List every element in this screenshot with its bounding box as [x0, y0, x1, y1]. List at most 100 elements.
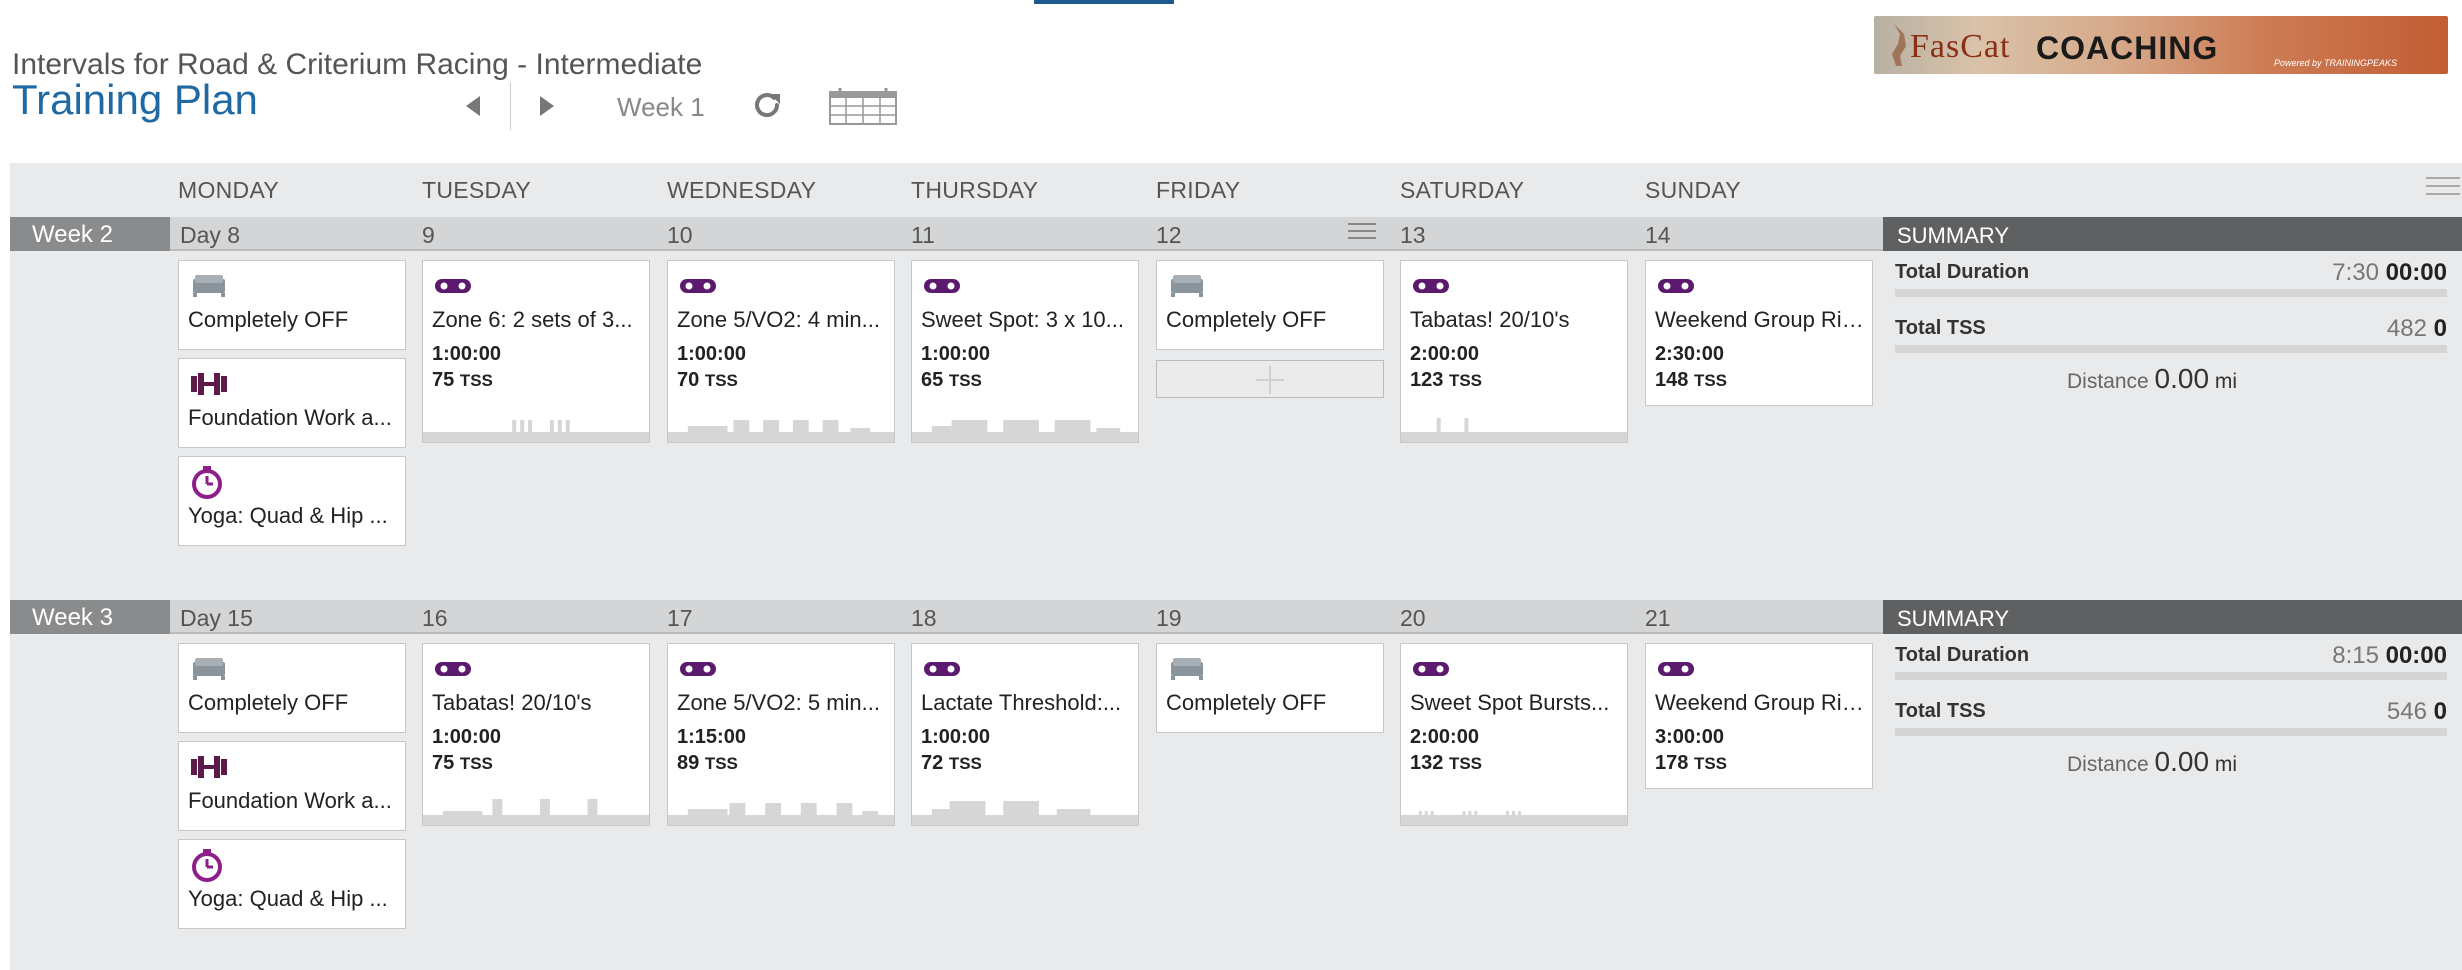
workout-profile-graph — [668, 803, 894, 825]
workout-profile-graph — [423, 420, 649, 442]
duration-progress-bar — [1895, 672, 2447, 680]
day-number: 20 — [1400, 605, 1426, 631]
bike-icon — [1658, 279, 1694, 293]
tss-unit: TSS — [704, 754, 738, 773]
workout-card[interactable]: Yoga: Quad & Hip ... — [178, 456, 406, 546]
workout-title: Tabatas! 20/10's — [432, 690, 592, 715]
workout-card[interactable]: Completely OFF — [178, 260, 406, 350]
tss-actual: 0 — [2433, 698, 2447, 725]
workout-tss: 70 TSS — [677, 369, 738, 392]
total-duration-value: 8:15 00:00 — [2332, 642, 2447, 670]
week-label: Week 2 — [10, 217, 170, 251]
rest-icon — [1171, 658, 1203, 680]
summary-header: SUMMARY — [1883, 217, 2462, 251]
workout-tss: 75 TSS — [432, 752, 493, 775]
workout-title: Lactate Threshold:... — [921, 690, 1122, 715]
tss-unit: TSS — [1693, 754, 1727, 773]
workout-card[interactable]: Zone 5/VO2: 4 min... 1:00:00 70 TSS — [667, 260, 895, 443]
workout-card[interactable]: Lactate Threshold:... 1:00:00 72 TSS — [911, 643, 1139, 826]
workout-title: Completely OFF — [188, 307, 349, 332]
add-workout-button[interactable] — [1156, 360, 1384, 398]
workout-title: Completely OFF — [188, 690, 349, 715]
workout-title: Completely OFF — [1166, 690, 1327, 715]
workout-duration: 1:00:00 — [921, 726, 990, 748]
rest-icon — [1171, 275, 1203, 297]
workout-profile-graph — [423, 799, 649, 825]
workout-card[interactable]: Tabatas! 20/10's 2:00:00 123 TSS — [1400, 260, 1628, 443]
workout-profile-graph — [912, 801, 1138, 825]
day-name-saturday: SATURDAY — [1400, 177, 1525, 203]
next-week-button[interactable] — [532, 90, 562, 122]
workout-title: Yoga: Quad & Hip ... — [188, 503, 388, 528]
workout-profile-graph — [912, 420, 1138, 442]
day-number: Day 8 — [180, 222, 241, 248]
plan-subtitle: Intervals for Road & Criterium Racing - … — [12, 48, 703, 81]
tss-progress-bar — [1895, 345, 2447, 353]
tss-progress-bar — [1895, 728, 2447, 736]
day-name-wednesday: WEDNESDAY — [667, 177, 817, 203]
workout-card[interactable]: Sweet Spot: 3 x 10... 1:00:00 65 TSS — [911, 260, 1139, 443]
workout-card[interactable]: Zone 5/VO2: 5 min... 1:15:00 89 TSS — [667, 643, 895, 826]
bike-icon — [1413, 662, 1449, 676]
tss-value: 72 — [921, 752, 944, 774]
distance-unit: mi — [2214, 370, 2238, 393]
previous-week-button[interactable] — [458, 90, 488, 122]
workout-card[interactable]: Yoga: Quad & Hip ... — [178, 839, 406, 929]
workout-card[interactable]: Sweet Spot Bursts... 2:00:00 132 TSS — [1400, 643, 1628, 826]
workout-card[interactable]: Zone 6: 2 sets of 3... 1:00:00 75 TSS — [422, 260, 650, 443]
workout-tss: 132 TSS — [1410, 752, 1482, 775]
workout-title: Foundation Work a... — [188, 788, 392, 813]
distance-label: Distance — [2067, 370, 2149, 393]
fascat-coaching-logo: FasCat COACHING Powered by TRAININGPEAKS — [1874, 16, 2448, 74]
refresh-icon[interactable] — [750, 88, 784, 122]
workout-tss: 75 TSS — [432, 369, 493, 392]
week-label: Week 3 — [10, 600, 170, 634]
calendar-icon[interactable] — [828, 86, 898, 126]
distance-value: 0.00 — [2154, 363, 2210, 394]
current-week-label: Week 1 — [617, 92, 705, 122]
tss-value: 70 — [677, 369, 700, 391]
day-number: 17 — [667, 605, 693, 631]
workout-card[interactable]: Tabatas! 20/10's 1:00:00 75 TSS — [422, 643, 650, 826]
duration-actual: 00:00 — [2385, 642, 2447, 669]
workout-card[interactable]: Completely OFF — [1156, 260, 1384, 350]
tss-value: 75 — [432, 369, 455, 391]
stopwatch-icon — [192, 466, 222, 499]
nav-divider — [510, 82, 511, 130]
tss-unit: TSS — [1448, 371, 1482, 390]
day-menu-icon[interactable] — [1348, 223, 1376, 243]
workout-title: Weekend Group Ride — [1655, 690, 1864, 715]
total-duration-row: Total Duration 7:30 00:00 — [1895, 253, 2447, 297]
tss-unit: TSS — [459, 371, 493, 390]
bike-icon — [1658, 662, 1694, 676]
total-duration-label: Total Duration — [1895, 644, 2030, 666]
workout-card[interactable]: Weekend Group Ride 3:00:00 178 TSS — [1645, 643, 1873, 789]
tss-value: 178 — [1655, 752, 1689, 774]
workout-card[interactable]: Weekend Group Ride 2:30:00 148 TSS — [1645, 260, 1873, 406]
workout-card[interactable]: Completely OFF — [178, 643, 406, 733]
duration-planned: 8:15 — [2332, 642, 2379, 669]
cat-logo-icon — [1892, 24, 1906, 66]
workout-title: Yoga: Quad & Hip ... — [188, 886, 388, 911]
tss-planned: 546 — [2386, 698, 2427, 725]
tss-planned: 482 — [2386, 315, 2427, 342]
workout-duration: 2:00:00 — [1410, 726, 1479, 748]
tss-actual: 0 — [2433, 315, 2447, 342]
workout-card[interactable]: Foundation Work a... — [178, 741, 406, 831]
calendar-menu-icon[interactable] — [2426, 177, 2460, 201]
day-name-friday: FRIDAY — [1156, 177, 1241, 203]
day-number: 9 — [422, 222, 435, 248]
tss-value: 75 — [432, 752, 455, 774]
total-tss-value: 546 0 — [2387, 698, 2447, 726]
day-number: 10 — [667, 222, 693, 248]
workout-duration: 1:00:00 — [677, 343, 746, 365]
distance-label: Distance — [2067, 753, 2149, 776]
workout-card[interactable]: Completely OFF — [1156, 643, 1384, 733]
distance-summary: Distance 0.00 mi — [2067, 363, 2237, 395]
workout-card[interactable]: Foundation Work a... — [178, 358, 406, 448]
workout-profile-graph — [668, 420, 894, 442]
bike-icon — [680, 279, 716, 293]
tss-value: 148 — [1655, 369, 1689, 391]
distance-unit: mi — [2214, 753, 2238, 776]
workout-tss: 148 TSS — [1655, 369, 1727, 392]
